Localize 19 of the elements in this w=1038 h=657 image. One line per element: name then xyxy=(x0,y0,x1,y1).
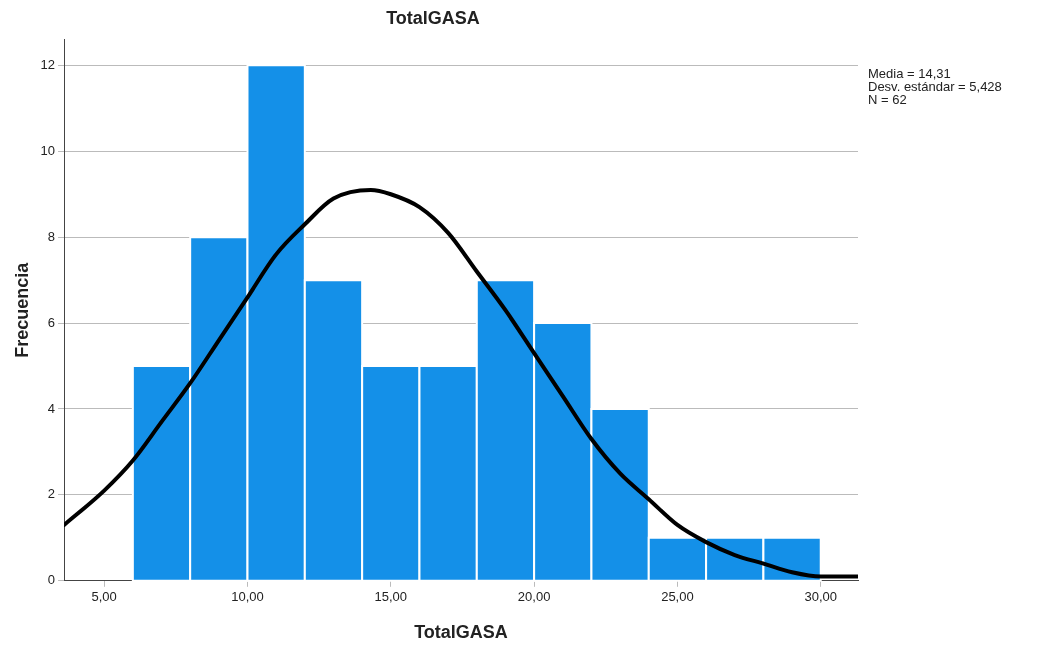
x-tick-label: 30,00 xyxy=(804,589,838,605)
text: Media = 14,31 xyxy=(868,65,951,81)
y-tick-label: 10 xyxy=(40,142,56,158)
y-tick-label: 12 xyxy=(40,56,56,72)
y-tick-label: 8 xyxy=(47,228,56,244)
chart-title: TotalGASA xyxy=(386,7,480,28)
x-axis-title: TotalGASA xyxy=(414,622,508,643)
x-tick-label: 5,00 xyxy=(91,589,117,605)
y-tick-label: 0 xyxy=(47,572,56,588)
x-tick-label: 20,00 xyxy=(517,589,551,605)
y-tick-label: 6 xyxy=(47,314,56,330)
x-tick-label: 25,00 xyxy=(661,589,694,605)
y-tick-label: 2 xyxy=(47,486,56,502)
text: Desv. estándar = 5,428 xyxy=(868,78,1002,94)
y-tick-label: 4 xyxy=(47,400,56,416)
x-tick-label: 15,00 xyxy=(374,589,408,605)
text: N = 62 xyxy=(868,91,907,107)
x-tick-label: 10,00 xyxy=(231,589,264,605)
y-axis-title: Frecuencia xyxy=(11,261,32,358)
